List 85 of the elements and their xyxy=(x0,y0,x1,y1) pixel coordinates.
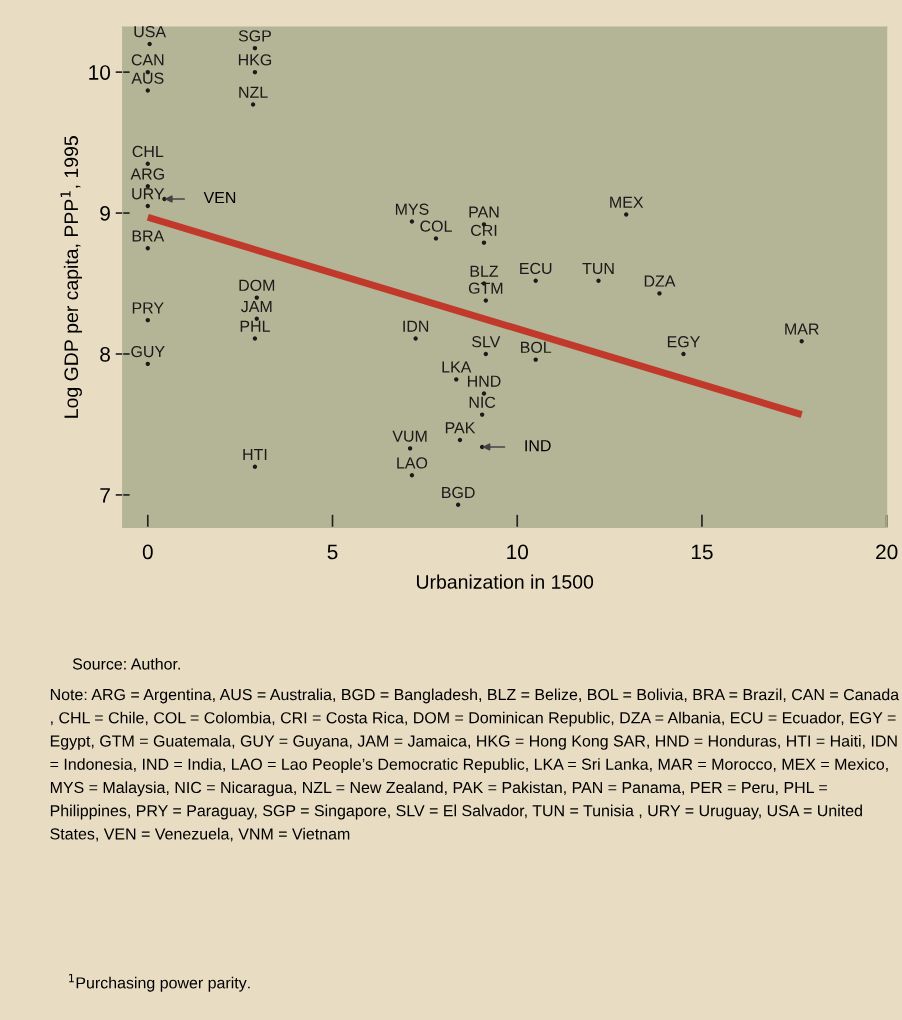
x-tick-label: 10 xyxy=(507,544,528,560)
data-label: CHL xyxy=(132,145,164,158)
data-label: SLV xyxy=(472,336,501,348)
data-label: DOM xyxy=(239,279,275,291)
annotation: IND xyxy=(525,440,551,452)
x-tick-label: 0 xyxy=(142,544,153,560)
point xyxy=(252,336,258,341)
point xyxy=(145,161,150,166)
data-label: GTM xyxy=(468,282,503,294)
x-tick-label: 20 xyxy=(876,544,898,560)
x-tick-label: 5 xyxy=(327,544,338,560)
point xyxy=(657,291,662,296)
data-label: SGP xyxy=(238,30,271,42)
y-tick-label: 7 xyxy=(100,488,110,503)
data-label: DZA xyxy=(644,275,676,287)
point xyxy=(250,102,256,107)
point xyxy=(147,41,152,47)
data-label: JAM xyxy=(241,300,272,313)
data-label: BRA xyxy=(132,230,165,242)
annotation: VEN xyxy=(203,192,236,204)
data-label: PRY xyxy=(132,302,164,314)
point xyxy=(533,357,538,362)
data-label: MEX xyxy=(610,196,644,208)
data-label: CAN xyxy=(131,54,164,66)
data-label: MYS xyxy=(395,203,429,215)
data-label: IDN xyxy=(403,320,429,332)
point xyxy=(596,278,601,283)
point xyxy=(252,69,258,75)
data-label: HTI xyxy=(243,448,267,460)
data-label: HKG xyxy=(238,54,272,66)
data-label: BOL xyxy=(521,341,552,353)
data-label: VUM xyxy=(392,430,427,442)
data-label: ECU xyxy=(520,262,552,275)
data-label: TUN xyxy=(582,262,614,275)
data-label: URY xyxy=(132,188,165,200)
y-tick-label: 10 xyxy=(89,65,111,80)
point xyxy=(481,391,487,396)
y-tick-label: 9 xyxy=(100,206,110,221)
data-label: NIC xyxy=(469,396,496,408)
data-label: EGY xyxy=(667,336,700,348)
point xyxy=(407,446,413,451)
point xyxy=(433,236,439,241)
data-label: PAN xyxy=(469,206,499,218)
data-label: PAK xyxy=(445,422,476,434)
data-label: PHL xyxy=(240,320,270,332)
data-label: NZL xyxy=(239,86,268,98)
point xyxy=(413,336,418,341)
point xyxy=(252,464,258,469)
point xyxy=(145,361,150,367)
data-label: BGD xyxy=(442,486,475,499)
point xyxy=(455,502,461,507)
text: $^{1}$Purchasing power parity. xyxy=(69,974,250,992)
point xyxy=(145,246,150,251)
point xyxy=(483,298,489,303)
point xyxy=(254,295,259,300)
data-label: BLZ xyxy=(470,265,499,277)
point xyxy=(252,45,258,51)
point xyxy=(624,212,629,217)
data-label: AUS xyxy=(131,72,164,84)
point xyxy=(481,240,487,245)
point xyxy=(145,203,150,209)
point xyxy=(479,412,485,417)
point xyxy=(145,88,150,93)
data-label: LAO xyxy=(397,457,428,469)
data-label: HND xyxy=(467,375,501,387)
data-label: MAR xyxy=(785,323,819,335)
source-note: Source: Author. xyxy=(72,657,180,670)
data-label: USA xyxy=(134,26,167,38)
text: Note: ARG = Argentina, AUS = Australia, BGD = Bangladesh, BLZ = Belize, BOL = Bolivia, BRA = Brazil, CAN = Canada , CHL = Chile, COL = Colombia, CRI = Costa Rica, DOM = Dominican Republic, DZA = Albania, ECU = Ecuador, EGY = Egypt, GTM = Guatemala, GUY = Guyana, JAM = Jamaica, HKG = Hong Kong SAR, HND = Honduras, HTI = Haiti, IDN = Indonesia, IND = India, LAO = Lao People’s Democratic Republic, LKA = Sri Lanka, MAR = Morocco, MEX = Mexico, MYS = Malaysia, NIC = Nicaragua, NZL = New Zealand, PAK = Pakistan, PAN = Panama, PER = Peru, PHL = Philippines, PRY = Paraguay, SGP = Singapore, SLV = El Salvador, TUN = Tunisia , URY = Uruguay, USA = United States, VEN = Venezuela, VNM = Vietnam xyxy=(50,688,900,842)
point xyxy=(409,473,415,478)
point xyxy=(483,351,489,357)
data-label: GUY xyxy=(131,345,165,358)
point xyxy=(681,351,686,357)
data-label: COL xyxy=(420,220,452,232)
point xyxy=(409,219,415,224)
point xyxy=(145,317,150,323)
point xyxy=(454,377,459,382)
data-label: CRI xyxy=(471,224,497,237)
data-label: ARG xyxy=(130,168,164,180)
y-axis-title: Log GDP per capita, PPP$^{1}$, 1995 xyxy=(60,136,82,418)
y-tick-label: 8 xyxy=(100,346,110,362)
x-axis-title: Urbanization in 1500 xyxy=(417,574,594,589)
point xyxy=(457,437,463,443)
data-label: LKA xyxy=(442,361,472,373)
x-tick-label: 15 xyxy=(691,544,713,560)
